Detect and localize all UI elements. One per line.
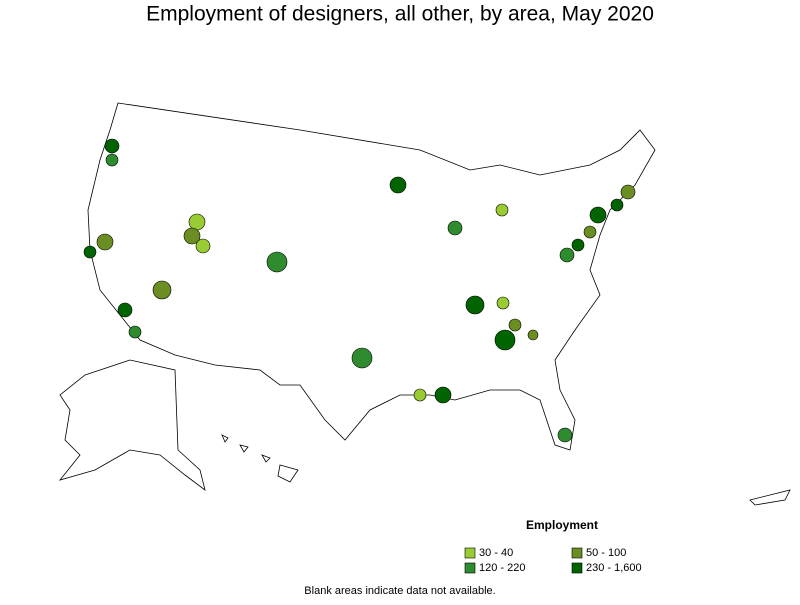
metro-area xyxy=(508,318,522,332)
legend-label: 30 - 40 xyxy=(479,547,513,559)
legend-swatch xyxy=(571,547,583,559)
footnote: Blank areas indicate data not available. xyxy=(304,585,495,597)
metro-area xyxy=(447,220,463,236)
legend-swatch xyxy=(464,562,476,574)
metro-area xyxy=(152,280,172,300)
legend-swatch xyxy=(464,547,476,559)
employment-areas xyxy=(83,138,636,443)
metro-area xyxy=(620,184,636,200)
hawaii xyxy=(221,434,299,483)
legend-label: 120 - 220 xyxy=(479,562,525,574)
metro-area xyxy=(266,251,288,273)
metro-area xyxy=(96,233,114,251)
metro-area xyxy=(527,329,539,341)
legend-label: 50 - 100 xyxy=(586,547,626,559)
map-title: Employment of designers, all other, by a… xyxy=(146,3,654,26)
metro-area xyxy=(105,153,119,167)
metro-area xyxy=(610,198,624,212)
legend: Employment 30 - 40 50 - 100 120 - 220 230 -… xyxy=(464,518,642,574)
metro-area xyxy=(559,247,575,263)
metro-area xyxy=(583,225,597,239)
metro-area xyxy=(351,347,373,369)
metro-area xyxy=(413,388,427,402)
metro-area xyxy=(571,238,585,252)
legend-swatch xyxy=(571,562,583,574)
metro-area xyxy=(494,329,516,351)
metro-area xyxy=(183,227,201,245)
metro-area xyxy=(496,296,510,310)
metro-area xyxy=(117,302,133,318)
metro-area xyxy=(128,325,142,339)
metro-area xyxy=(188,213,206,231)
legend-label: 230 - 1,600 xyxy=(586,562,642,574)
territories xyxy=(749,489,791,506)
metro-area xyxy=(434,386,452,404)
legend-title: Employment xyxy=(526,518,598,532)
metro-area xyxy=(389,176,407,194)
metro-area xyxy=(104,138,120,154)
metro-area xyxy=(557,427,573,443)
metro-area xyxy=(589,206,607,224)
mainland-us xyxy=(87,102,656,451)
metro-area xyxy=(495,203,509,217)
metro-area xyxy=(195,238,211,254)
us-map xyxy=(58,102,791,506)
metro-area xyxy=(465,295,485,315)
alaska xyxy=(58,359,206,491)
metro-area xyxy=(83,245,97,259)
